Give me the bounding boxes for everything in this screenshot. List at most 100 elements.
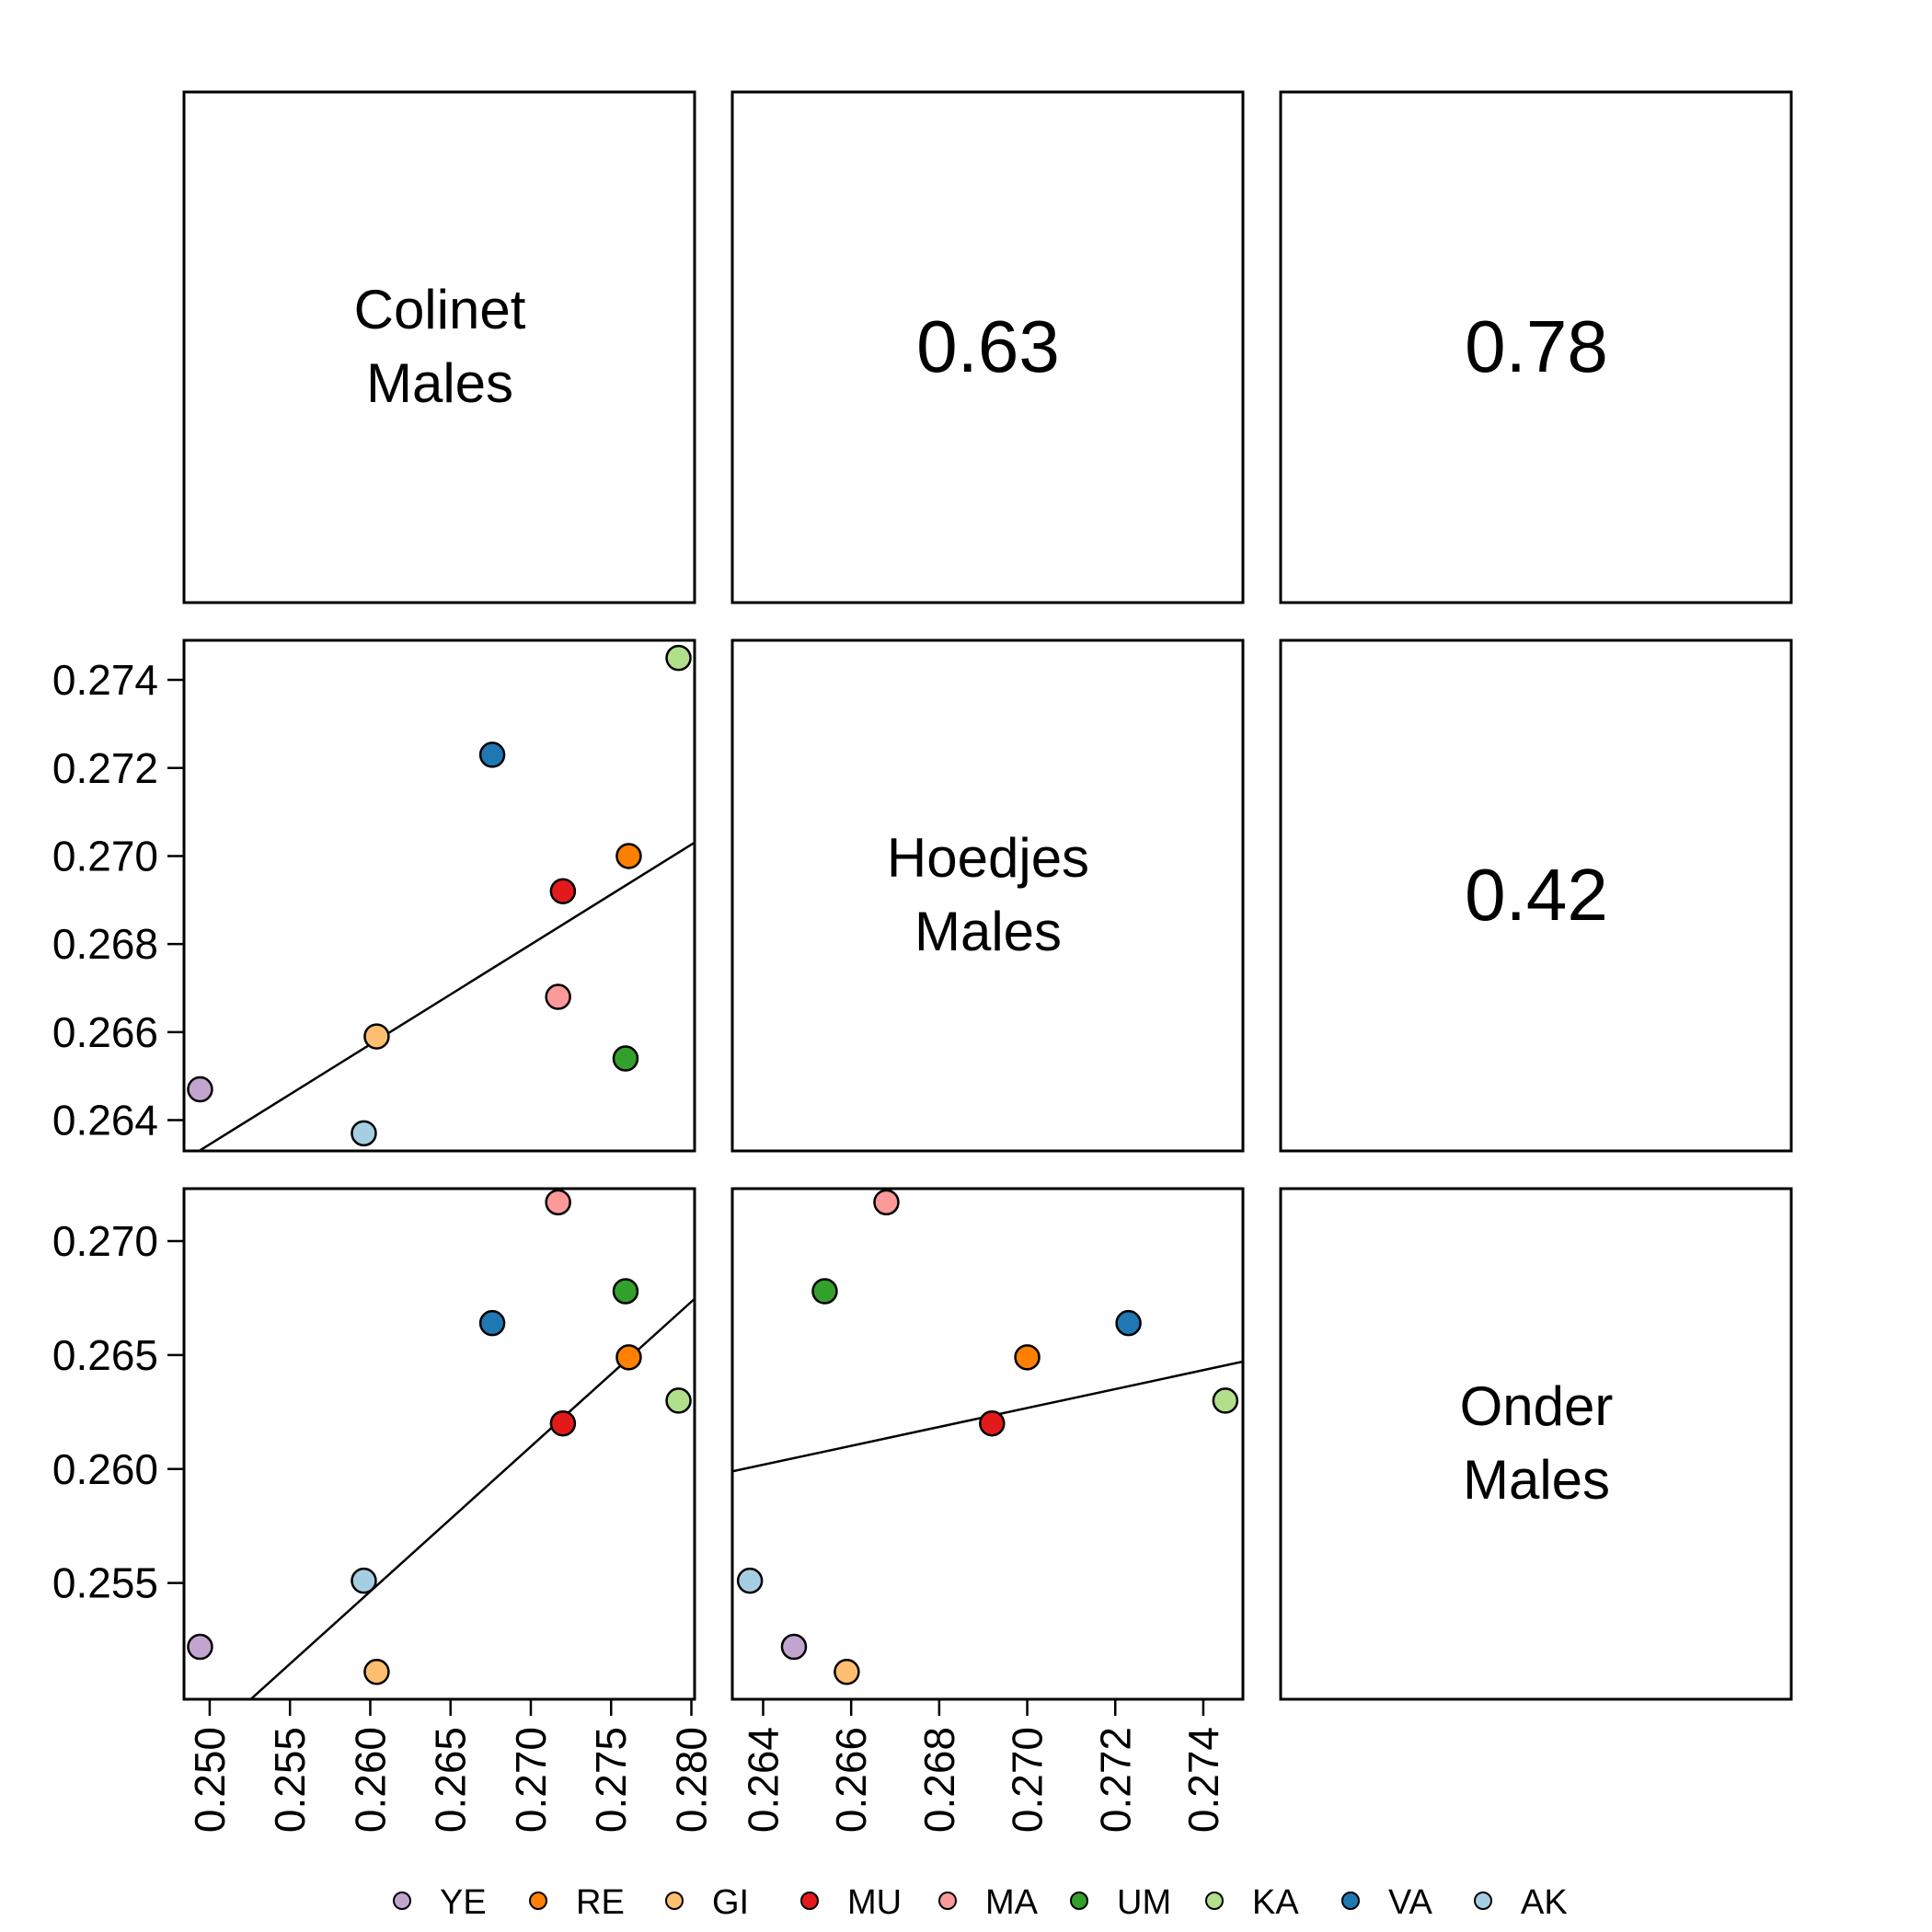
label-hoedjes-line2: Males <box>914 901 1062 962</box>
point-ka-hoedjes-onder <box>1212 1387 1239 1414</box>
panel-diag-hoedjes <box>730 638 1245 1153</box>
point-ka-colinet-onder <box>665 1387 692 1414</box>
y-tick-label-hoedjes: 0.266 <box>52 1008 158 1056</box>
legend-item-va: VA <box>1341 1883 1433 1922</box>
x-tick-label-hoedjes: 0.274 <box>1179 1727 1227 1833</box>
legend-label-mu: MU <box>847 1883 902 1922</box>
legend-label-re: RE <box>576 1883 625 1922</box>
y-tick-label-hoedjes: 0.268 <box>52 920 158 968</box>
x-tick-label-colinet: 0.280 <box>668 1727 716 1833</box>
fit-line-colinet-hoedjes <box>197 841 695 1151</box>
legend-marker-re <box>529 1892 547 1910</box>
point-ye-colinet-hoedjes <box>187 1075 213 1103</box>
point-mu-colinet-hoedjes <box>549 878 577 904</box>
point-re-colinet-onder <box>615 1344 642 1371</box>
legend-item-gi: GI <box>665 1883 749 1922</box>
label-colinet-line2: Males <box>366 352 513 414</box>
x-tick-label-colinet: 0.260 <box>346 1727 394 1833</box>
fit-line-colinet-onder <box>248 1297 695 1699</box>
panel-scatter-colinet-onder <box>182 1187 696 1701</box>
x-tick-label-colinet: 0.255 <box>266 1727 314 1833</box>
y-tick-label-hoedjes: 0.274 <box>52 656 158 704</box>
panel-diag-onder <box>1279 1187 1793 1701</box>
legend-marker-va <box>1341 1892 1360 1910</box>
y-axis-hoedjes: 0.264 0.266 0.268 0.270 0.272 0.274 <box>52 656 186 1144</box>
label-onder-line1: Onder <box>1460 1375 1614 1437</box>
y-tick-label-onder: 0.270 <box>52 1217 158 1265</box>
x-tick-label-hoedjes: 0.264 <box>739 1727 787 1833</box>
x-axis-hoedjes: 0.264 0.266 0.268 0.270 0.272 0.274 <box>739 1697 1227 1833</box>
point-ma-colinet-hoedjes <box>545 983 571 1010</box>
x-tick-label-colinet: 0.265 <box>427 1727 475 1833</box>
x-tick-label-colinet: 0.250 <box>186 1727 234 1833</box>
point-ak-colinet-onder <box>351 1567 377 1594</box>
y-tick-label-hoedjes: 0.270 <box>52 832 158 880</box>
y-tick-label-onder: 0.265 <box>52 1331 158 1379</box>
legend-marker-mu <box>800 1892 819 1910</box>
point-ma-hoedjes-onder <box>873 1189 900 1216</box>
label-colinet-line1: Colinet <box>354 279 526 340</box>
point-ak-colinet-hoedjes <box>351 1120 377 1147</box>
legend-marker-ka <box>1205 1892 1224 1910</box>
legend-label-va: VA <box>1388 1883 1433 1922</box>
x-axis-colinet: 0.250 0.255 0.260 0.265 0.270 0.275 0.280 <box>186 1697 716 1833</box>
panel-scatter-hoedjes-onder <box>730 1187 1245 1701</box>
point-ma-colinet-onder <box>545 1189 571 1216</box>
corr-value-hoedjes-onder: 0.42 <box>1465 854 1608 936</box>
legend-item-ka: KA <box>1205 1883 1299 1922</box>
point-gi-colinet-onder <box>363 1659 390 1685</box>
legend-marker-ma <box>938 1892 957 1910</box>
point-mu-colinet-onder <box>549 1409 577 1437</box>
point-va-colinet-hoedjes <box>478 742 506 768</box>
legend-marker-ye <box>393 1892 411 1910</box>
point-mu-hoedjes-onder <box>979 1409 1006 1437</box>
y-axis-onder: 0.255 0.260 0.265 0.270 <box>52 1217 186 1607</box>
corr-value-colinet-hoedjes: 0.63 <box>916 305 1060 387</box>
x-tick-label-hoedjes: 0.266 <box>827 1727 875 1833</box>
legend-label-ma: MA <box>985 1883 1039 1922</box>
point-ka-colinet-hoedjes <box>665 644 692 672</box>
legend-label-ye: YE <box>440 1883 487 1922</box>
legend-item-um: UM <box>1070 1883 1171 1922</box>
x-tick-label-hoedjes: 0.272 <box>1091 1727 1139 1833</box>
corr-value-colinet-onder: 0.78 <box>1465 305 1608 387</box>
point-um-hoedjes-onder <box>811 1278 838 1305</box>
point-gi-colinet-hoedjes <box>363 1023 390 1050</box>
legend-marker-gi <box>665 1892 684 1910</box>
y-tick-label-hoedjes: 0.264 <box>52 1097 158 1144</box>
legend-item-ak: AK <box>1474 1883 1568 1922</box>
legend-item-ye: YE <box>393 1883 487 1922</box>
legend-label-um: UM <box>1117 1883 1171 1922</box>
point-ye-hoedjes-onder <box>780 1633 808 1661</box>
x-tick-label-hoedjes: 0.270 <box>1004 1727 1052 1833</box>
x-tick-label-colinet: 0.275 <box>587 1727 635 1833</box>
y-tick-label-onder: 0.255 <box>52 1559 158 1607</box>
point-va-colinet-onder <box>478 1309 506 1337</box>
x-tick-label-hoedjes: 0.268 <box>915 1727 963 1833</box>
legend-marker-ak <box>1474 1892 1492 1910</box>
legend-item-re: RE <box>529 1883 625 1922</box>
panel-corr-colinet-hoedjes <box>730 90 1245 604</box>
legend: YE RE GI MU MA UM KA VA AK <box>393 1883 1568 1922</box>
point-re-colinet-hoedjes <box>615 843 642 869</box>
point-um-colinet-onder <box>612 1278 639 1305</box>
legend-marker-um <box>1070 1892 1088 1910</box>
scatter-content: 0.264 0.266 0.268 0.270 0.272 0.274 0.255 0.260… <box>52 644 1243 1833</box>
legend-item-ma: MA <box>938 1883 1039 1922</box>
y-tick-label-onder: 0.260 <box>52 1445 158 1493</box>
y-tick-label-hoedjes: 0.272 <box>52 744 158 792</box>
panel-diag-colinet <box>182 90 696 604</box>
label-onder-line2: Males <box>1463 1449 1610 1511</box>
point-ak-hoedjes-onder <box>736 1567 764 1594</box>
x-tick-label-colinet: 0.270 <box>507 1727 555 1833</box>
point-ye-colinet-onder <box>187 1633 213 1661</box>
point-va-hoedjes-onder <box>1115 1309 1142 1337</box>
legend-label-ak: AK <box>1521 1883 1568 1922</box>
point-um-colinet-hoedjes <box>612 1045 639 1072</box>
label-hoedjes-line1: Hoedjes <box>887 827 1089 889</box>
panel-corr-hoedjes-onder <box>1279 638 1793 1153</box>
panel-corr-colinet-onder <box>1279 90 1793 604</box>
panel-scatter-colinet-hoedjes <box>182 638 696 1153</box>
point-gi-hoedjes-onder <box>834 1659 860 1685</box>
